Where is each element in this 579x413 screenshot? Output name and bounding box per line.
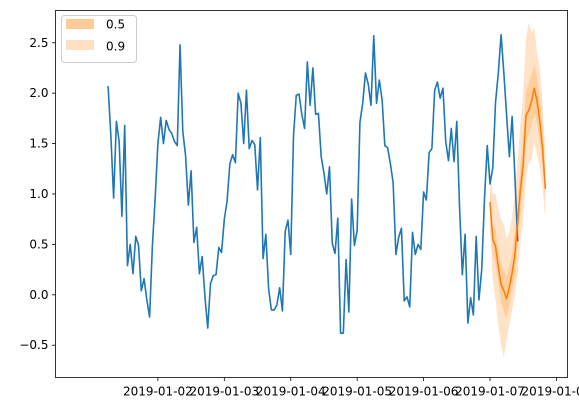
x-tick-label: 2019-01-07	[455, 385, 525, 399]
x-tick-label: 2019-01-04	[256, 385, 326, 399]
legend-swatch-0.9	[66, 40, 94, 50]
legend-swatch-0.5	[66, 19, 94, 29]
legend: 0.5 0.9	[61, 15, 137, 63]
y-tick-label: 1.5	[29, 137, 48, 151]
y-tick-label: 0.0	[29, 288, 48, 302]
x-tick-label: 2019-01-06	[389, 385, 459, 399]
y-tick-label: 2.5	[29, 36, 48, 50]
tick-marks: 2019-01-022019-01-032019-01-042019-01-05…	[19, 36, 579, 399]
x-tick-label: 2019-01-05	[322, 385, 392, 399]
y-tick-label: 2.0	[29, 86, 48, 100]
x-tick-label: 2019-01-02	[123, 385, 193, 399]
x-tick-label: 2019-01-03	[189, 385, 259, 399]
y-tick-label: −0.5	[19, 338, 48, 352]
forecast-median-line	[489, 87, 547, 300]
y-tick-label: 1.0	[29, 187, 48, 201]
legend-label-0.5: 0.5	[106, 18, 125, 32]
y-tick-label: 0.5	[29, 237, 48, 251]
observed-series-line	[107, 33, 519, 334]
legend-label-0.9: 0.9	[106, 40, 125, 54]
plot-area	[107, 22, 547, 358]
x-tick-label: 2019-01-08	[522, 385, 579, 399]
